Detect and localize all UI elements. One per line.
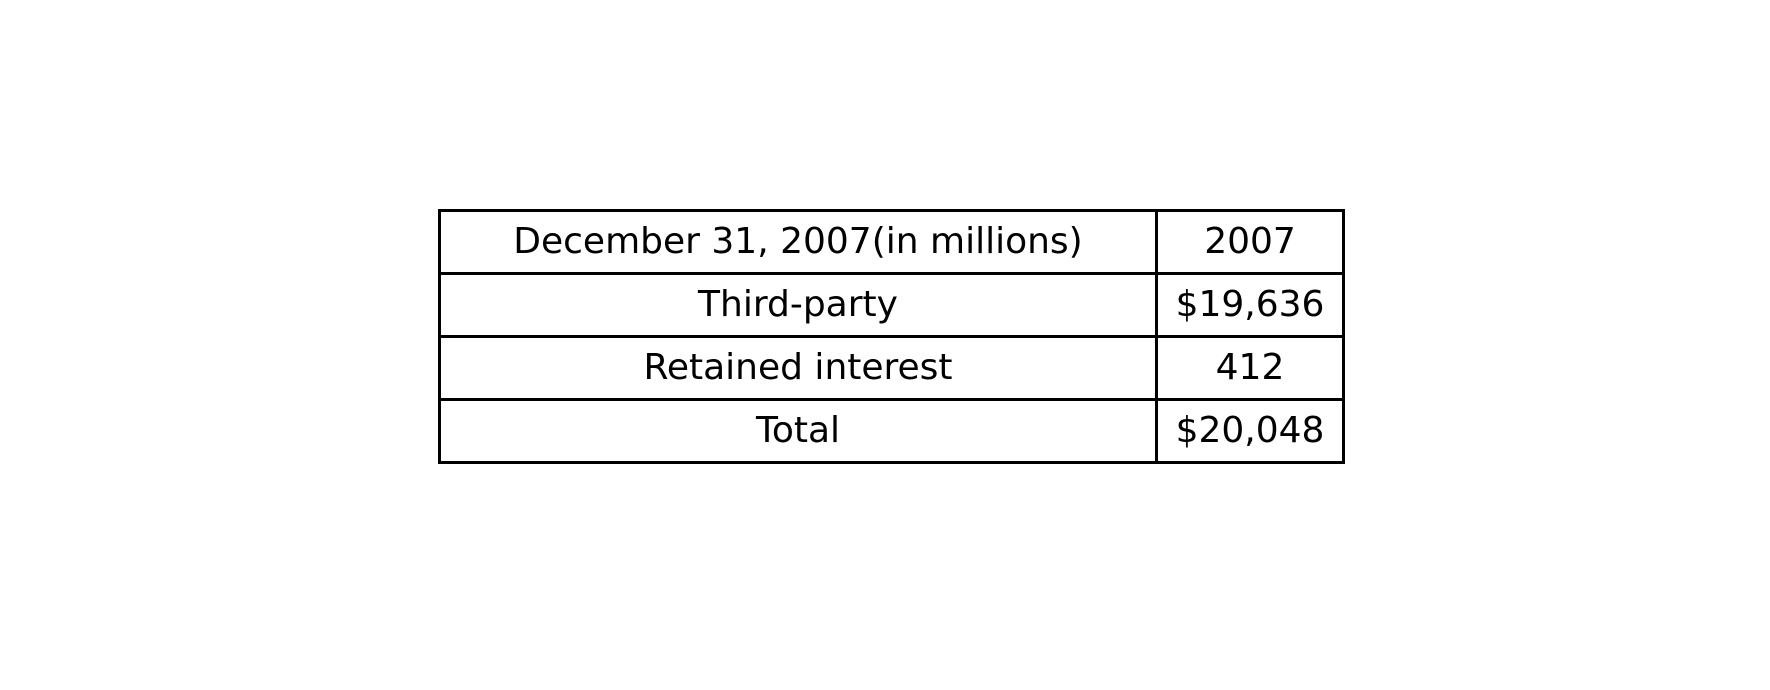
- row-value-cell: 412: [1155, 335, 1345, 401]
- financial-table-container: December 31, 2007(in millions) 2007 Thir…: [438, 209, 1345, 464]
- table-row: Retained interest 412: [438, 335, 1345, 401]
- row-label-cell: Retained interest: [438, 335, 1158, 401]
- financial-table: December 31, 2007(in millions) 2007 Thir…: [438, 209, 1345, 464]
- table-row-total: Total $20,048: [438, 398, 1345, 464]
- total-label-cell: Total: [438, 398, 1158, 464]
- row-value-cell: $19,636: [1155, 272, 1345, 338]
- table-header-row: December 31, 2007(in millions) 2007: [438, 209, 1345, 275]
- row-label-cell: Third-party: [438, 272, 1158, 338]
- table-row: Third-party $19,636: [438, 272, 1345, 338]
- total-value-cell: $20,048: [1155, 398, 1345, 464]
- header-year-cell: 2007: [1155, 209, 1345, 275]
- header-label-cell: December 31, 2007(in millions): [438, 209, 1158, 275]
